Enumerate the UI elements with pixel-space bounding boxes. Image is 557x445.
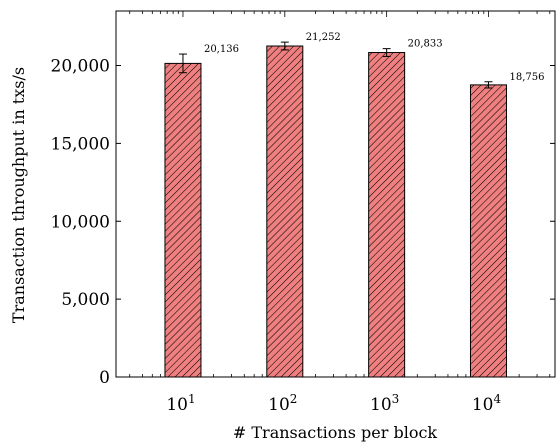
y-tick-label: 5,000 bbox=[61, 290, 110, 310]
bar bbox=[368, 52, 406, 378]
data-label: 20,833 bbox=[408, 39, 443, 50]
y-axis-title: Transaction throughput in txs/s bbox=[9, 67, 28, 323]
bars-layer bbox=[164, 41, 507, 378]
plot-frame bbox=[115, 10, 556, 378]
x-tick-label: 104 bbox=[472, 392, 502, 415]
data-label: 21,252 bbox=[306, 32, 341, 43]
y-tick-label: 10,000 bbox=[51, 212, 110, 232]
data-label: 18,756 bbox=[509, 72, 544, 83]
bar bbox=[164, 62, 202, 378]
bar bbox=[266, 45, 304, 378]
x-tick-label: 103 bbox=[370, 392, 399, 415]
y-tick-label: 20,000 bbox=[51, 57, 110, 77]
bar bbox=[469, 84, 507, 378]
data-label: 20,136 bbox=[204, 44, 239, 55]
y-tick-label: 0 bbox=[99, 368, 110, 388]
x-tick-label: 102 bbox=[268, 392, 297, 415]
x-axis-title: # Transactions per block bbox=[233, 423, 438, 442]
labels-layer: 0 5,000 10,000 15,000 20,000 20,136 101 21,252 1… bbox=[51, 32, 545, 415]
x-tick-label: 101 bbox=[166, 392, 195, 415]
y-tick-label: 15,000 bbox=[51, 134, 110, 154]
